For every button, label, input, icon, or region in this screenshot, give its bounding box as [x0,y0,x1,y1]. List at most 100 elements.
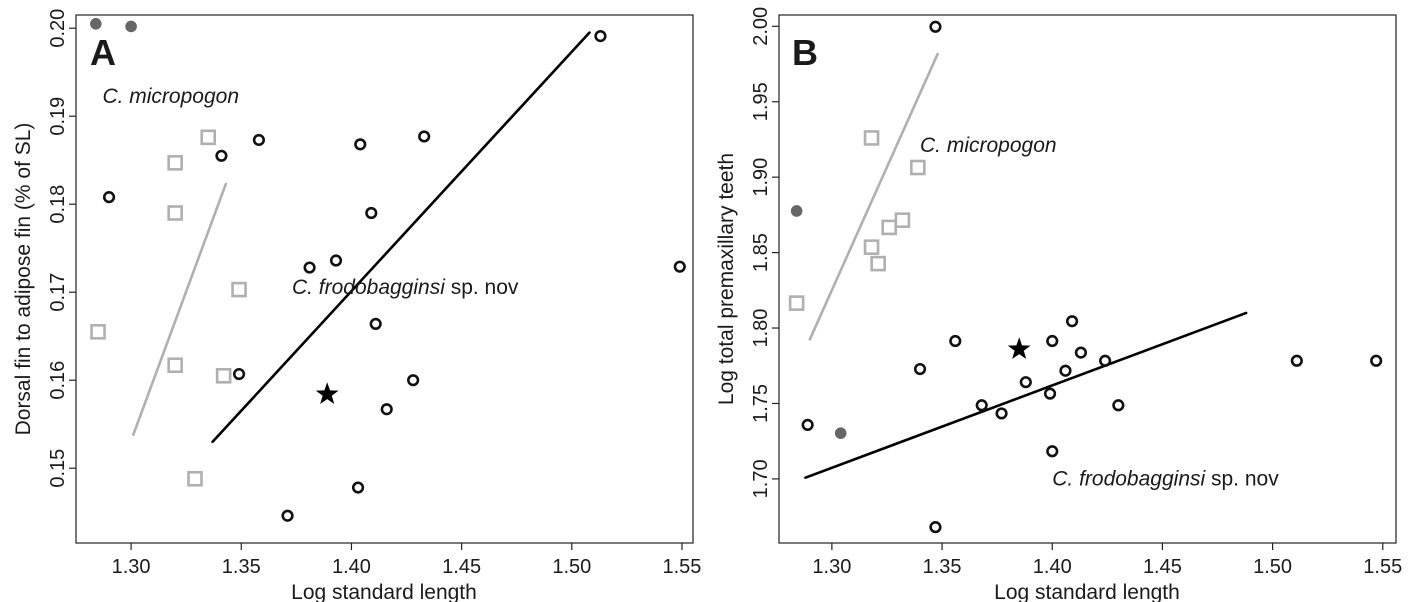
holotype-star [1007,337,1031,360]
data-point-circle [995,407,1008,420]
species-name: C. frodobagginsi [1052,468,1206,491]
species-name: C. frodobagginsi [292,276,446,299]
data-point-circle [913,362,927,376]
x-tick-label: 1.40 [332,556,371,578]
data-point-circle [673,260,686,273]
data-point-circle [418,130,431,143]
data-point-circle [801,418,814,431]
data-point-circle [215,149,228,162]
panel-a: 1.30 1.35 1.40 1.45 1.50 1.55 0.15 0.16 0.17 0.18… [12,9,701,602]
x-tick-label: 1.45 [1143,556,1182,578]
x-tick-label: 1.50 [1253,556,1292,578]
data-point-square [870,255,886,272]
data-point-square [167,205,183,221]
x-tick-label: 1.35 [222,556,261,578]
species-label: C. micropogon [102,85,239,108]
species-label: C. micropogon [920,134,1057,157]
data-point-square [200,129,217,146]
data-point-filled-circle [90,18,102,30]
x-tick-label: 1.30 [112,556,151,578]
data-point-square [167,155,183,171]
data-point-circle [1099,354,1112,367]
data-point-circle [594,30,607,43]
data-point-filled-circle [834,427,847,439]
species-name: C. micropogon [102,85,239,108]
species-label: C. frodobagginsi sp. nov [292,276,519,299]
data-point-circle [354,138,367,151]
x-tick-label: 1.45 [442,556,481,578]
y-tick-label: 1.70 [750,459,772,498]
regression-line [804,311,1248,479]
panel-letter: B [792,32,818,73]
y-tick-label: 0.19 [47,97,69,136]
x-tick-label: 1.35 [923,556,962,578]
data-point-circle [1046,445,1059,458]
species-suffix: sp. nov [1205,468,1279,491]
plot-frame [75,14,694,544]
data-point-circle [303,261,316,274]
data-point-circle [281,509,294,522]
data-point-square [863,239,880,255]
data-point-circle [1065,315,1079,328]
x-tick-label: 1.55 [663,556,702,578]
data-point-circle [252,133,265,147]
data-point-circle [1074,346,1087,359]
y-tick-label: 0.18 [47,185,69,224]
data-point-square [894,212,911,228]
y-axis-title: Log total premaxillary teeth [715,153,738,405]
y-axis-title: Dorsal fin to adipose fin (% of SL) [12,123,35,436]
y-tick-label: 1.95 [750,82,772,121]
data-point-circle [1043,387,1057,400]
data-point-circle [1112,399,1125,412]
data-point-circle [232,367,246,381]
data-point-circle [1370,354,1383,367]
x-axis-title: Log standard length [291,581,477,602]
regression-line [131,182,228,437]
data-point-square [187,470,203,487]
data-point-circle [365,206,378,220]
x-tick-label: 1.30 [812,556,851,578]
plot-frame [778,14,1397,544]
data-point-circle [1046,334,1059,348]
y-tick-label: 0.20 [47,9,69,48]
data-point-circle [102,191,116,204]
y-tick-label: 1.90 [750,158,772,197]
data-point-square [863,130,880,146]
species-suffix: sp. nov [445,276,519,299]
data-point-filled-circle [125,20,137,33]
data-point-square [881,219,897,236]
y-tick-label: 0.16 [47,361,69,400]
y-tick-label: 1.85 [750,233,772,272]
x-tick-label: 1.50 [552,556,591,578]
data-point-circle [929,521,942,534]
data-point-circle [1059,364,1072,377]
species-name: C. micropogon [920,134,1057,157]
data-point-circle [1019,376,1032,389]
data-point-square [231,281,247,298]
data-point-circle [1290,354,1303,367]
data-point-circle [369,317,382,330]
data-point-square [167,357,183,374]
x-tick-label: 1.40 [1033,556,1072,578]
data-point-circle [351,481,365,494]
species-label: C. frodobagginsi sp. nov [1052,468,1279,491]
data-point-circle [380,403,393,416]
data-point-filled-circle [790,205,803,217]
panel-b: 1.30 1.35 1.40 1.45 1.50 1.55 1.70 1.75 1.80 1.85… [715,7,1402,602]
x-tick-label: 1.55 [1363,556,1402,578]
y-tick-label: 0.15 [47,449,69,488]
data-point-square [910,159,926,176]
data-point-square [90,323,106,340]
x-axis-title: Log standard length [994,581,1180,602]
y-tick-label: 1.75 [750,384,772,423]
data-point-circle [407,374,420,387]
data-point-circle [975,399,988,412]
regression-line [211,31,591,444]
panel-letter: A [90,32,116,73]
data-point-square [215,367,232,384]
data-point-circle [929,20,942,33]
holotype-star [315,382,339,404]
y-tick-label: 1.80 [750,309,772,348]
data-point-circle [949,334,962,348]
